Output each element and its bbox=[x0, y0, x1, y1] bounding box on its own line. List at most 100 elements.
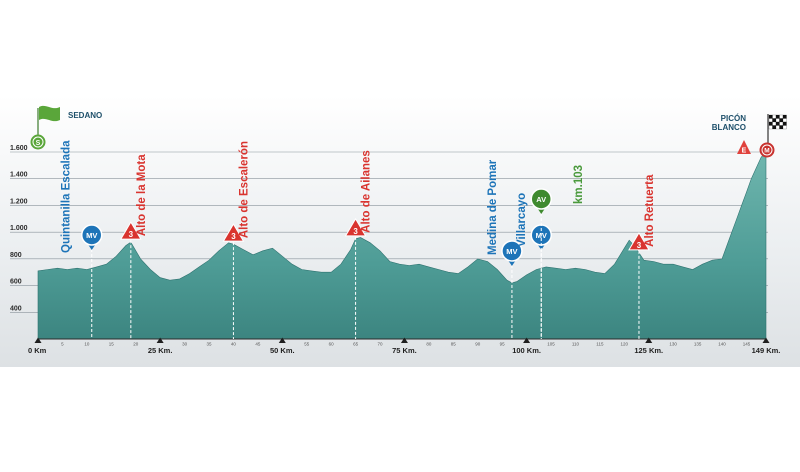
checker-square bbox=[779, 114, 784, 119]
minor-tick-55: 55 bbox=[304, 342, 310, 347]
minor-tick-105: 105 bbox=[547, 342, 555, 347]
minor-ticks: 5 10 15 20 30 35 40 45 55 60 65 70 80 85 90 95 105 110 115… bbox=[61, 342, 751, 347]
minor-tick-85: 85 bbox=[451, 342, 457, 347]
checker-square bbox=[775, 121, 780, 126]
minor-tick-145: 145 bbox=[743, 342, 751, 347]
checker-square bbox=[775, 118, 780, 123]
map-pin-icon-6 bbox=[530, 188, 552, 210]
tick-triangle-25 bbox=[156, 337, 164, 343]
checker-square bbox=[779, 125, 784, 130]
climb-label-123: Alto Retuerta bbox=[644, 174, 656, 247]
checker-square bbox=[782, 121, 787, 126]
minor-tick-65: 65 bbox=[353, 342, 359, 347]
checker-square bbox=[782, 114, 787, 119]
checkered-flag-icon bbox=[768, 114, 787, 130]
minor-tick-95: 95 bbox=[500, 342, 506, 347]
start-marker: S SEDANO bbox=[30, 105, 102, 150]
climb-triangle-icon-19 bbox=[119, 221, 142, 240]
elevation-profile bbox=[37, 151, 767, 340]
climb-category-123: 3 bbox=[637, 241, 642, 250]
pin-label-0: MV bbox=[86, 231, 97, 240]
climb-triangle-icon-40 bbox=[222, 223, 245, 242]
checker-square bbox=[782, 118, 787, 123]
climb-label-65: Alto de Ailanes bbox=[361, 150, 373, 233]
x-tick-label-0: 0 Km bbox=[28, 346, 47, 355]
y-tick-label-400: 400 bbox=[10, 305, 22, 312]
tick-triangle-50 bbox=[278, 337, 286, 343]
climb-label-40: Alto de Escalerón bbox=[238, 141, 250, 238]
y-tick-label-1400: 1.400 bbox=[10, 172, 28, 179]
minor-tick-40: 40 bbox=[231, 342, 237, 347]
checker-square bbox=[772, 114, 777, 119]
checker-square bbox=[768, 114, 773, 119]
town-label-103: Villarcayo bbox=[516, 193, 528, 247]
town-label-11: Quintanilla Escalada bbox=[61, 140, 73, 253]
km-annotation: km.103 bbox=[573, 165, 585, 204]
finish-town-line1: PICÓN bbox=[721, 114, 747, 123]
minor-tick-35: 35 bbox=[206, 342, 212, 347]
major-ticks: 0 Km 25 Km. 50 Km. 75 Km. 100 Km. 125 Km. 149 … bbox=[28, 337, 781, 355]
finish-category: E bbox=[742, 148, 747, 155]
minor-tick-115: 115 bbox=[596, 342, 604, 347]
start-badge: S bbox=[36, 140, 41, 147]
y-tick-label-1600: 1.600 bbox=[10, 145, 28, 152]
point-labels: Quintanilla Escalada Alto de la Mota Alto … bbox=[61, 140, 656, 255]
town-label-97: Medina de Pomar bbox=[487, 159, 499, 255]
map-pin-icon-0 bbox=[80, 224, 103, 246]
checker-square bbox=[775, 114, 780, 119]
checker-square bbox=[768, 118, 773, 123]
climb-triangle-icon-65 bbox=[344, 217, 367, 237]
pin-label-6: AV bbox=[536, 195, 546, 204]
checker-square bbox=[779, 118, 784, 123]
start-town-label: SEDANO bbox=[68, 111, 102, 120]
x-tick-label-100: 100 Km. bbox=[512, 346, 541, 355]
minor-tick-80: 80 bbox=[426, 342, 432, 347]
minor-tick-10: 10 bbox=[84, 342, 90, 347]
checker-square bbox=[768, 121, 773, 126]
climb-category-65: 3 bbox=[353, 227, 358, 236]
finish-marker: PICÓN BLANCO E M bbox=[712, 114, 787, 158]
checker-square bbox=[768, 125, 773, 130]
x-tick-label-75: 75 Km. bbox=[392, 346, 417, 355]
checker-square bbox=[775, 125, 780, 130]
minor-tick-20: 20 bbox=[133, 342, 139, 347]
minor-tick-140: 140 bbox=[718, 342, 726, 347]
finish-town-line2: BLANCO bbox=[712, 123, 746, 132]
climb-triangle-icon-123 bbox=[628, 231, 650, 251]
x-tick-label-25: 25 Km. bbox=[148, 346, 173, 355]
y-tick-label-1200: 1.200 bbox=[10, 198, 28, 205]
minor-tick-90: 90 bbox=[475, 342, 481, 347]
minor-tick-5: 5 bbox=[61, 342, 64, 347]
tick-triangle-0 bbox=[34, 337, 42, 343]
checker-square bbox=[772, 118, 777, 123]
tick-triangle-149 bbox=[762, 337, 770, 343]
minor-tick-15: 15 bbox=[109, 342, 115, 347]
checker-square bbox=[772, 121, 777, 126]
minor-tick-135: 135 bbox=[694, 342, 702, 347]
x-tick-label-50: 50 Km. bbox=[270, 346, 295, 355]
finish-badge: M bbox=[764, 148, 769, 155]
category-e-icon bbox=[737, 140, 751, 154]
checker-square bbox=[772, 125, 777, 130]
checker-square bbox=[782, 125, 787, 130]
checker-square bbox=[779, 121, 784, 126]
climb-category-19: 3 bbox=[129, 230, 134, 239]
y-tick-label-600: 600 bbox=[10, 279, 22, 286]
map-pin-icon-4 bbox=[501, 240, 523, 262]
pin-label-4: MV bbox=[506, 247, 517, 256]
y-tick-label-800: 800 bbox=[10, 252, 22, 259]
minor-tick-60: 60 bbox=[329, 342, 335, 347]
tick-triangle-125 bbox=[645, 337, 653, 343]
minor-tick-30: 30 bbox=[182, 342, 188, 347]
green-flag-icon bbox=[39, 105, 60, 122]
tick-triangle-100 bbox=[523, 337, 531, 343]
y-tick-label-1000: 1.000 bbox=[10, 225, 28, 232]
x-tick-label-149: 149 Km. bbox=[752, 346, 781, 355]
tick-triangle-75 bbox=[400, 337, 408, 343]
climb-label-19: Alto de la Mota bbox=[136, 154, 148, 236]
minor-tick-130: 130 bbox=[669, 342, 677, 347]
x-tick-label-125: 125 Km. bbox=[634, 346, 663, 355]
